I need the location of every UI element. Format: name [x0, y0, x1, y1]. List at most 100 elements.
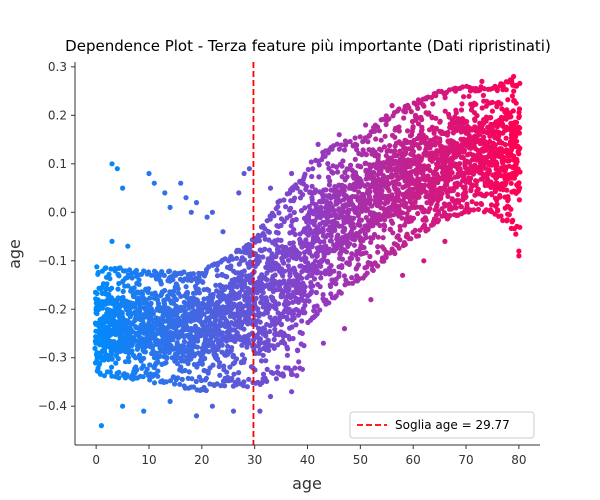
scatter-point — [299, 366, 305, 372]
scatter-point — [473, 101, 479, 107]
scatter-point — [363, 234, 369, 241]
scatter-point — [342, 184, 348, 190]
scatter-point — [448, 176, 454, 182]
scatter-point — [92, 345, 98, 351]
scatter-point — [318, 275, 324, 281]
scatter-point — [387, 143, 393, 149]
scatter-point — [287, 213, 293, 219]
scatter-point — [127, 314, 133, 320]
scatter-point — [120, 294, 126, 300]
scatter-point — [288, 371, 295, 377]
scatter-point — [272, 266, 278, 272]
scatter-point — [256, 254, 262, 260]
scatter-point — [219, 342, 225, 348]
scatter-point — [301, 288, 307, 294]
scatter-point — [241, 379, 247, 385]
scatter-point — [494, 201, 500, 207]
scatter-point — [429, 124, 435, 130]
scatter-point — [381, 227, 387, 233]
scatter-point — [141, 408, 147, 414]
scatter-point — [341, 188, 347, 194]
scatter-point — [236, 370, 242, 376]
scatter-point — [396, 190, 402, 196]
scatter-point — [368, 184, 374, 190]
scatter-point — [211, 350, 217, 356]
scatter-point — [438, 190, 444, 196]
scatter-point — [509, 93, 515, 99]
scatter-point — [310, 166, 316, 172]
scatter-point — [228, 347, 234, 354]
scatter-point — [240, 383, 247, 389]
scatter-point — [293, 216, 299, 223]
scatter-point — [216, 363, 222, 370]
scatter-point — [475, 186, 481, 192]
scatter-point — [206, 287, 212, 293]
scatter-point — [412, 227, 418, 233]
scatter-point — [302, 310, 308, 316]
scatter-point — [206, 316, 212, 323]
scatter-point — [367, 197, 374, 203]
scatter-point — [320, 228, 326, 234]
scatter-point — [203, 387, 209, 394]
scatter-point — [311, 276, 318, 282]
scatter-point — [101, 373, 107, 379]
scatter-point — [278, 222, 284, 229]
scatter-point — [318, 270, 324, 276]
scatter-point — [162, 287, 168, 294]
scatter-point — [210, 340, 216, 346]
scatter-point — [166, 323, 172, 329]
scatter-point — [486, 115, 492, 121]
scatter-point — [292, 365, 298, 371]
scatter-point — [408, 109, 414, 115]
scatter-point — [428, 137, 434, 143]
scatter-point — [246, 315, 252, 321]
scatter-point — [500, 217, 506, 224]
scatter-point — [283, 253, 289, 259]
scatter-point — [463, 189, 469, 195]
scatter-point — [349, 255, 355, 261]
x-tick-label: 0 — [92, 453, 100, 467]
scatter-point — [431, 183, 437, 189]
scatter-point — [291, 265, 297, 271]
scatter-point — [513, 119, 520, 126]
scatter-point — [357, 134, 363, 140]
scatter-point — [120, 185, 126, 191]
scatter-point — [147, 295, 153, 301]
scatter-point — [494, 162, 500, 169]
scatter-point — [397, 223, 403, 229]
scatter-point — [195, 344, 201, 350]
scatter-point — [239, 352, 245, 358]
scatter-point — [109, 364, 115, 370]
scatter-point — [116, 273, 122, 279]
scatter-point — [266, 229, 272, 235]
scatter-point — [357, 176, 363, 182]
scatter-point — [515, 166, 521, 172]
scatter-point — [264, 310, 270, 316]
scatter-point — [290, 240, 296, 246]
scatter-point — [98, 423, 104, 429]
scatter-point — [148, 300, 154, 306]
scatter-point — [280, 273, 286, 279]
scatter-point — [166, 349, 172, 356]
scatter-point — [396, 206, 402, 212]
scatter-point — [161, 272, 167, 278]
scatter-point — [155, 373, 161, 379]
scatter-point — [368, 239, 374, 245]
scatter-point — [201, 273, 208, 279]
scatter-point — [309, 173, 315, 180]
scatter-point — [392, 148, 398, 154]
scatter-point — [404, 231, 410, 237]
scatter-point — [415, 210, 421, 217]
scatter-point — [433, 93, 439, 99]
scatter-point — [427, 167, 433, 173]
scatter-point — [516, 113, 522, 119]
scatter-point — [109, 285, 115, 291]
scatter-point — [174, 311, 180, 317]
scatter-point — [277, 269, 284, 275]
scatter-point — [445, 193, 451, 199]
scatter-point — [151, 365, 157, 371]
scatter-point — [469, 184, 475, 190]
scatter-point — [486, 168, 492, 175]
scatter-point — [199, 359, 205, 366]
legend-box — [349, 411, 535, 439]
